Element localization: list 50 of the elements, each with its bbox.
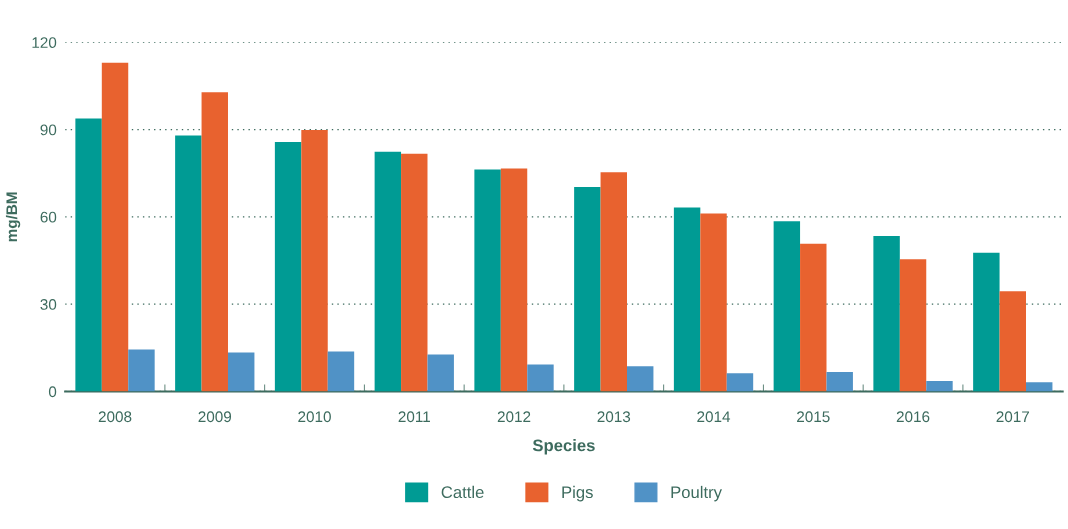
bar: [600, 172, 627, 392]
x-tick-label: 2011: [398, 411, 430, 423]
bar: [700, 213, 727, 392]
x-tick-label: 2010: [298, 411, 331, 423]
bar: [800, 243, 827, 392]
bar: [999, 291, 1026, 392]
bar: [301, 129, 328, 392]
x-tick-label: 2012: [497, 411, 531, 423]
y-tick-label: 30: [40, 299, 57, 310]
y-axis-title: mg/BM: [5, 192, 21, 242]
bar: [973, 252, 1000, 392]
bar: [227, 352, 255, 392]
bar: [274, 142, 302, 392]
bar: [1026, 382, 1053, 392]
bar: [401, 153, 428, 392]
bar: [899, 259, 927, 392]
bar: [474, 169, 501, 392]
bar: [201, 92, 228, 392]
bar: [826, 371, 853, 392]
bar: [726, 373, 754, 392]
bar: [427, 354, 454, 392]
bar: [873, 236, 900, 392]
x-tick-label: 2014: [697, 411, 731, 423]
x-tick-label: 2017: [996, 411, 1030, 423]
bar: [527, 364, 554, 392]
bar: [128, 349, 155, 392]
y-tick-label: 0: [48, 386, 57, 398]
x-tick-label: 2016: [896, 411, 930, 423]
bar: [773, 221, 801, 392]
y-tick-label: 60: [40, 211, 57, 223]
bar: [101, 62, 129, 392]
x-tick-label: 2009: [198, 411, 232, 423]
bar: [500, 168, 528, 392]
y-tick-label: 90: [40, 124, 57, 136]
y-tick-label: 120: [32, 37, 57, 49]
x-tick-label: 2015: [797, 411, 830, 423]
bar: [75, 118, 102, 392]
bar: [374, 151, 402, 392]
legend-label: Poultry: [671, 485, 722, 502]
bar: [175, 135, 202, 392]
bar: [327, 351, 355, 392]
x-tick-label: 2008: [98, 411, 132, 423]
legend-label: Pigs: [562, 485, 593, 502]
bar: [926, 380, 953, 392]
bar: [673, 207, 701, 392]
x-tick-label: 2013: [597, 411, 631, 423]
bar: [627, 366, 654, 392]
legend-label: Cattle: [441, 485, 484, 499]
bar: [574, 186, 601, 392]
x-axis-title: Species: [532, 439, 595, 455]
